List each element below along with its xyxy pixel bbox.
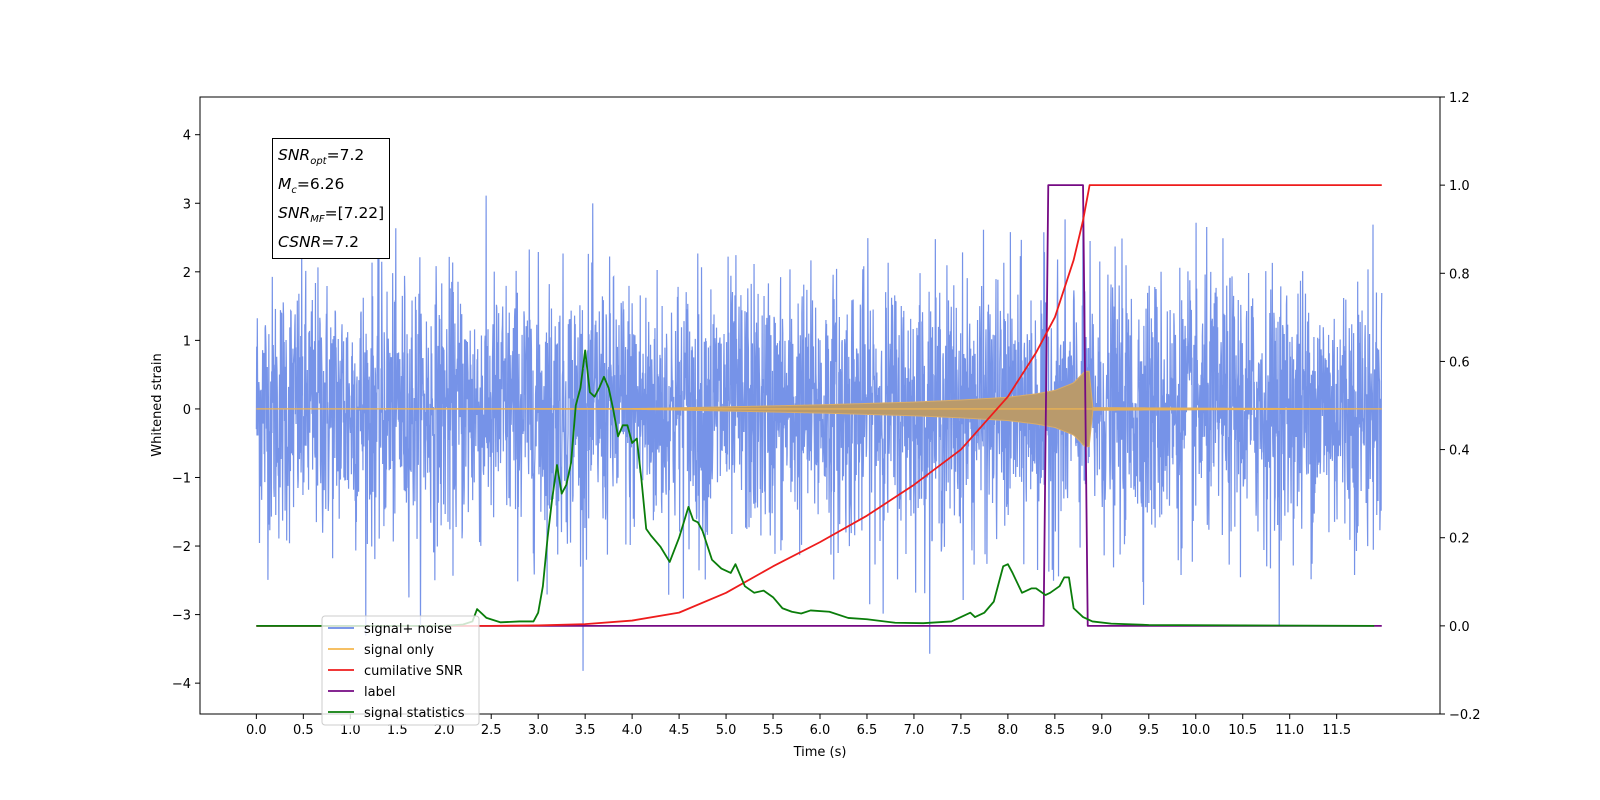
legend-label: signal only	[364, 643, 434, 658]
legend-label: label	[364, 685, 395, 700]
y-tick-label: 0	[183, 403, 191, 418]
y-tick-label: −3	[172, 609, 191, 624]
y-right-tick-label: 0.0	[1449, 620, 1470, 635]
legend-frame	[321, 615, 480, 726]
csnr-line: CSNR=7.2	[278, 233, 359, 252]
x-tick-label: 9.0	[1091, 723, 1112, 738]
series-signal-statistics-line	[256, 349, 1375, 627]
y-tick-label: 4	[183, 129, 191, 144]
x-tick-label: 3.5	[575, 723, 596, 738]
chirp-mass-value: 6.26	[309, 175, 345, 194]
x-axis: 0.0 0.5 1.0 1.5 2.0 2.5 3.0 3.5 4.0 4.5 5.0 5.5 6.0 6…	[246, 714, 1351, 738]
x-tick-label: 0.5	[293, 723, 314, 738]
y-right-tick-label: 0.6	[1449, 355, 1470, 370]
snr-mf-line: SNRMF=[7.22]	[278, 204, 385, 226]
x-tick-label: 4.5	[669, 723, 690, 738]
x-tick-label: 1.0	[340, 723, 361, 738]
y-right-tick-label: 0.2	[1449, 532, 1470, 547]
y-axis-title: Whitened strain	[150, 353, 165, 456]
x-tick-label: 8.5	[1045, 723, 1066, 738]
y-tick-label: −2	[172, 540, 191, 555]
x-tick-label: 2.5	[481, 723, 502, 738]
x-tick-label: 8.0	[998, 723, 1019, 738]
series-signal-noise-line	[255, 195, 1383, 671]
x-tick-label: 1.5	[387, 723, 408, 738]
legend: signal+ noise signal only cumilative SNR la…	[321, 615, 480, 726]
series-label-line	[256, 184, 1382, 627]
y-right-tick-label: 1.0	[1449, 179, 1470, 194]
snr-annotation-box: SNRopt=7.2 Mc=6.26 SNRMF=[7.22] CSNR=7.2	[272, 138, 391, 260]
x-axis-title: Time (s)	[793, 745, 847, 760]
y-right-tick-label: −0.2	[1449, 708, 1481, 723]
chirp-mass-line: Mc=6.26	[278, 175, 345, 197]
x-tick-label: 2.0	[434, 723, 455, 738]
y-tick-label: 3	[183, 197, 191, 212]
x-tick-label: 9.5	[1138, 723, 1159, 738]
y-axis-left: −4 −3 −2 −1 0 1 2 3 4	[172, 129, 200, 692]
x-tick-label: 5.0	[716, 723, 737, 738]
legend-label: signal statistics	[364, 706, 465, 721]
snr-opt-line: SNRopt=7.2	[278, 146, 365, 168]
y-axis-right: −0.2 0.0 0.2 0.4 0.6 0.8 1.0 1.2	[1440, 91, 1481, 723]
snr-mf-value: [7.22]	[337, 204, 385, 223]
x-tick-label: 3.0	[528, 723, 549, 738]
series-layer	[255, 184, 1383, 671]
x-tick-label: 10.5	[1228, 723, 1257, 738]
x-tick-label: 4.0	[622, 723, 643, 738]
y-tick-label: −4	[172, 677, 191, 692]
csnr-value: 7.2	[334, 233, 359, 252]
legend-label: signal+ noise	[364, 622, 452, 637]
y-tick-label: −1	[172, 471, 191, 486]
series-cumulative-snr-line	[256, 184, 1382, 627]
x-tick-label: 10.0	[1181, 723, 1210, 738]
x-tick-label: 7.5	[951, 723, 972, 738]
x-tick-label: 5.5	[763, 723, 784, 738]
x-tick-label: 0.0	[246, 723, 267, 738]
y-tick-label: 2	[183, 266, 191, 281]
x-tick-label: 7.0	[904, 723, 925, 738]
x-tick-label: 6.5	[857, 723, 878, 738]
y-right-tick-label: 0.8	[1449, 267, 1470, 282]
snr-opt-value: 7.2	[339, 146, 365, 164]
x-tick-label: 11.5	[1322, 723, 1351, 738]
y-tick-label: 1	[183, 334, 191, 349]
x-tick-label: 6.0	[810, 723, 831, 738]
x-tick-label: 11.0	[1275, 723, 1304, 738]
y-right-tick-label: 0.4	[1449, 444, 1470, 459]
y-right-tick-label: 1.2	[1449, 91, 1470, 106]
legend-label: cumilative SNR	[364, 664, 463, 679]
